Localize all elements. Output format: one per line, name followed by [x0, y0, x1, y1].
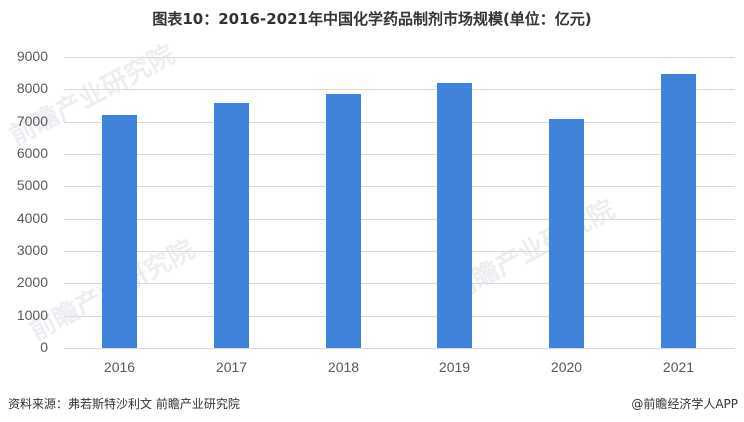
x-tick-label: 2019 [438, 359, 471, 375]
y-tick-label: 8000 [16, 80, 48, 96]
y-tick-label: 1000 [16, 307, 48, 323]
gridline [64, 219, 735, 220]
y-tick-label: 6000 [16, 145, 48, 161]
gridline [64, 251, 735, 252]
y-tick-label: 7000 [16, 113, 48, 129]
x-tick-label: 2016 [103, 359, 136, 375]
y-tick-label: 5000 [16, 177, 48, 193]
gridline [64, 154, 735, 155]
gridline [64, 57, 735, 58]
x-tick-label: 2017 [215, 359, 248, 375]
y-tick-label: 0 [40, 339, 48, 355]
x-tick-label: 2021 [662, 359, 695, 375]
bar-2018[interactable] [326, 93, 361, 348]
bar-2021[interactable] [661, 73, 696, 348]
x-tick-label: 2018 [327, 359, 360, 375]
y-tick-label: 2000 [16, 274, 48, 290]
y-tick-label: 4000 [16, 210, 48, 226]
x-axis-line [64, 348, 735, 349]
chart-title: 图表10：2016-2021年中国化学药品制剂市场规模(单位：亿元) [152, 10, 592, 28]
bar-2017[interactable] [214, 102, 249, 348]
y-tick-label: 9000 [16, 48, 48, 64]
bar-2020[interactable] [549, 118, 584, 348]
y-tick-label: 3000 [16, 242, 48, 258]
credit-note: @前瞻经济学人APP [631, 397, 738, 411]
bar-2016[interactable] [102, 114, 137, 348]
source-note: 资料来源：弗若斯特沙利文 前瞻产业研究院 [8, 397, 240, 411]
gridline [64, 283, 735, 284]
x-tick-label: 2020 [550, 359, 583, 375]
gridline [64, 316, 735, 317]
gridline [64, 186, 735, 187]
bar-2019[interactable] [437, 82, 472, 348]
gridline [64, 89, 735, 90]
gridline [64, 122, 735, 123]
